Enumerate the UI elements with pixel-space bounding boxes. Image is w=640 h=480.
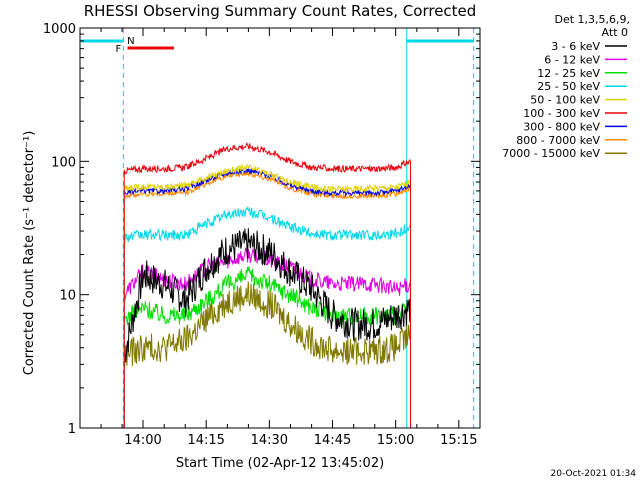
y-tick-label: 10	[59, 289, 76, 304]
legend-entry-label: 25 - 50 keV	[537, 80, 600, 93]
legend-entry-label: 6 - 12 keV	[544, 53, 600, 66]
x-tick-label: 14:15	[187, 433, 224, 448]
x-tick-label: 15:00	[377, 433, 414, 448]
x-tick-label: 14:00	[124, 433, 161, 448]
x-axis-label: Start Time (02-Apr-12 13:45:02)	[176, 456, 384, 471]
legend-header-detectors: Det 1,3,5,6,9,	[554, 13, 630, 26]
night-flag-label: N	[127, 36, 134, 47]
y-tick-label: 100	[51, 155, 76, 170]
plot-frame	[79, 27, 481, 429]
legend-entry-label: 100 - 300 keV	[523, 107, 600, 120]
legend-entry-label: 300 - 800 keV	[523, 120, 600, 133]
y-tick-label: 1000	[43, 22, 76, 37]
flare-flag-label: F	[115, 44, 121, 55]
legend-entry-label: 12 - 25 keV	[537, 67, 600, 80]
y-axis-label: Corrected Count Rate (s⁻¹ detector⁻¹)	[22, 131, 37, 376]
legend-entry-label: 50 - 100 keV	[530, 94, 600, 107]
series-line-5	[123, 142, 411, 428]
legend-entry-label: 800 - 7000 keV	[516, 134, 600, 147]
legend-entry-label: 7000 - 15000 keV	[502, 147, 600, 160]
x-tick-label: 14:45	[314, 433, 351, 448]
legend-header-attenuator: Att 0	[602, 26, 628, 39]
x-tick-label: 15:15	[440, 433, 477, 448]
timestamp: 20-Oct-2021 01:34	[551, 469, 637, 479]
y-tick-label: 1	[68, 422, 76, 437]
series-line-6	[123, 167, 411, 428]
series-line-3	[123, 205, 411, 428]
series-line-8	[123, 281, 411, 428]
legend-entry-label: 3 - 6 keV	[551, 40, 600, 53]
series-line-0	[123, 228, 411, 428]
series-line-4	[123, 163, 411, 428]
chart-title: RHESSI Observing Summary Count Rates, Co…	[84, 2, 477, 20]
x-tick-label: 14:30	[251, 433, 288, 448]
series-line-7	[123, 170, 411, 428]
